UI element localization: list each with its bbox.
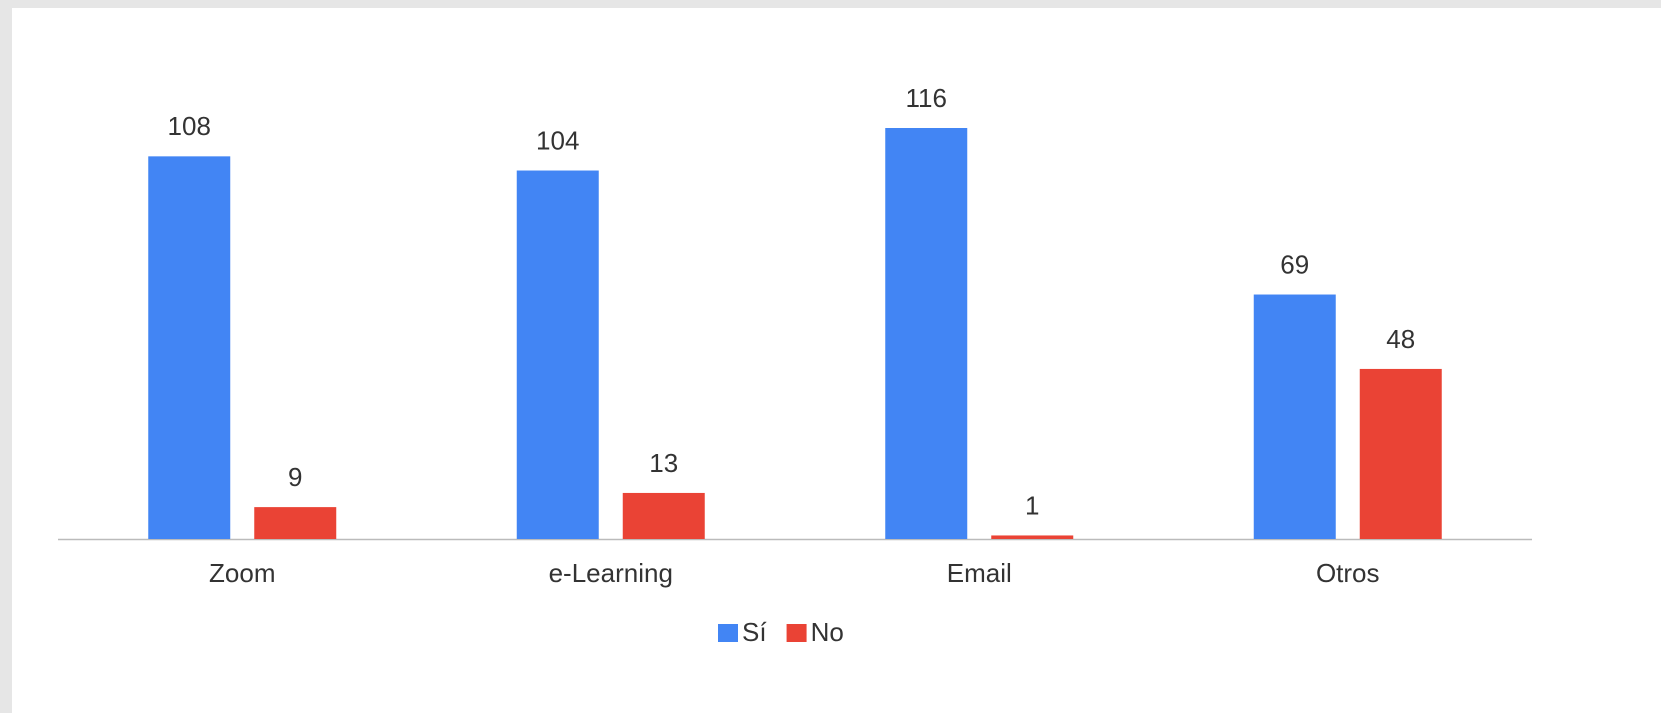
x-tick-label: Zoom: [209, 558, 275, 588]
legend-label: No: [811, 617, 844, 647]
x-tick-label: Otros: [1316, 558, 1380, 588]
frame-left: [0, 0, 12, 713]
legend-swatch: [718, 624, 738, 642]
data-label: 9: [288, 462, 302, 492]
bar: [1253, 294, 1336, 539]
legend-swatch: [786, 624, 807, 642]
legend-label: Sí: [742, 617, 767, 647]
x-tick-label: e-Learning: [549, 558, 673, 588]
x-tick-label: Email: [947, 558, 1012, 588]
bar: [516, 170, 599, 539]
bar: [622, 492, 705, 539]
frame-top: [0, 0, 1661, 8]
data-label: 108: [168, 111, 211, 141]
data-label: 13: [649, 448, 678, 478]
data-label: 48: [1386, 324, 1415, 354]
bar: [991, 535, 1074, 539]
bar: [148, 156, 231, 539]
data-label: 104: [536, 125, 579, 155]
data-label: 69: [1280, 249, 1309, 279]
data-label: 116: [906, 83, 947, 113]
bar: [885, 128, 968, 539]
bar: [254, 507, 337, 539]
bar: [1359, 368, 1442, 539]
data-label: 1: [1025, 490, 1039, 520]
